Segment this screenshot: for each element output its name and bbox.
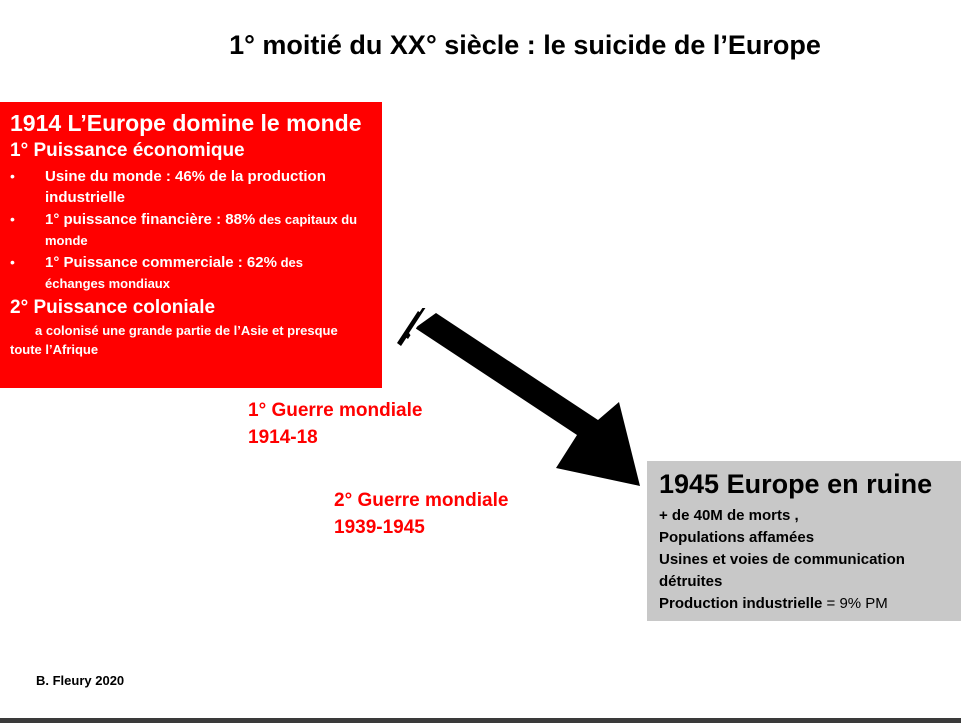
- europe-1945-box: 1945 Europe en ruine + de 40M de morts ,…: [647, 461, 961, 621]
- europe-1914-heading: 1914 L’Europe domine le monde: [10, 110, 362, 136]
- ruin-line: + de 40M de morts ,: [659, 507, 799, 524]
- world-war-1-label: 1° Guerre mondiale 1914-18: [248, 397, 422, 451]
- arrow-tail-stripe: [397, 311, 422, 346]
- production-label: Production industrielle: [659, 595, 823, 612]
- bullet-small-text: des capitaux du monde: [45, 212, 358, 248]
- war-name: 1° Guerre mondiale: [248, 400, 423, 421]
- colonial-text: a colonisé une grande partie de l’Asie e…: [10, 323, 338, 357]
- production-value: = 9% PM: [822, 595, 888, 612]
- europe-1945-heading: 1945 Europe en ruine: [659, 469, 933, 499]
- bullet-item: 1° Puissance commerciale : 62% des échan…: [10, 252, 365, 294]
- bullet-bold-text: 1° puissance financière : 88%: [45, 211, 256, 228]
- economic-bullet-list: Usine du monde : 46% de la production in…: [10, 166, 382, 294]
- author-credit: B. Fleury 2020: [36, 673, 125, 688]
- ruin-line: Populations affamées: [659, 529, 815, 546]
- bullet-bold-text: Usine du monde : 46% de la production in…: [45, 168, 326, 206]
- decline-arrow: [397, 308, 640, 486]
- arrow-body: [415, 313, 640, 486]
- war-name: 2° Guerre mondiale: [334, 490, 509, 511]
- slide-title: 1° moitié du XX° siècle : le suicide de …: [229, 30, 821, 60]
- production-line: Production industrielle = 9% PM: [659, 593, 949, 615]
- bottom-divider: [0, 718, 961, 723]
- bullet-small-text: des échanges mondiaux: [45, 255, 303, 291]
- europe-1914-box: 1914 L’Europe domine le monde 1° Puissan…: [0, 102, 382, 388]
- colonial-power-heading: 2° Puissance coloniale: [10, 297, 216, 318]
- arrow-tail-stripe: [409, 308, 430, 336]
- bullet-item: 1° puissance financière : 88% des capita…: [10, 209, 365, 251]
- world-war-2-label: 2° Guerre mondiale 1939-1945: [334, 487, 508, 541]
- war-dates: 1914-18: [248, 427, 318, 448]
- ruin-line: Usines et voies de communication détruit…: [659, 551, 905, 590]
- economic-power-heading: 1° Puissance économique: [10, 140, 245, 161]
- war-dates: 1939-1945: [334, 517, 425, 538]
- bullet-item: Usine du monde : 46% de la production in…: [10, 166, 365, 208]
- bullet-bold-text: 1° Puissance commerciale : 62%: [45, 254, 277, 271]
